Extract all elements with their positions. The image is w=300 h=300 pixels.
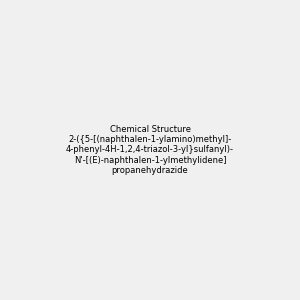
Text: Chemical Structure
2-({5-[(naphthalen-1-ylamino)methyl]-
4-phenyl-4H-1,2,4-triaz: Chemical Structure 2-({5-[(naphthalen-1-… bbox=[66, 125, 234, 175]
